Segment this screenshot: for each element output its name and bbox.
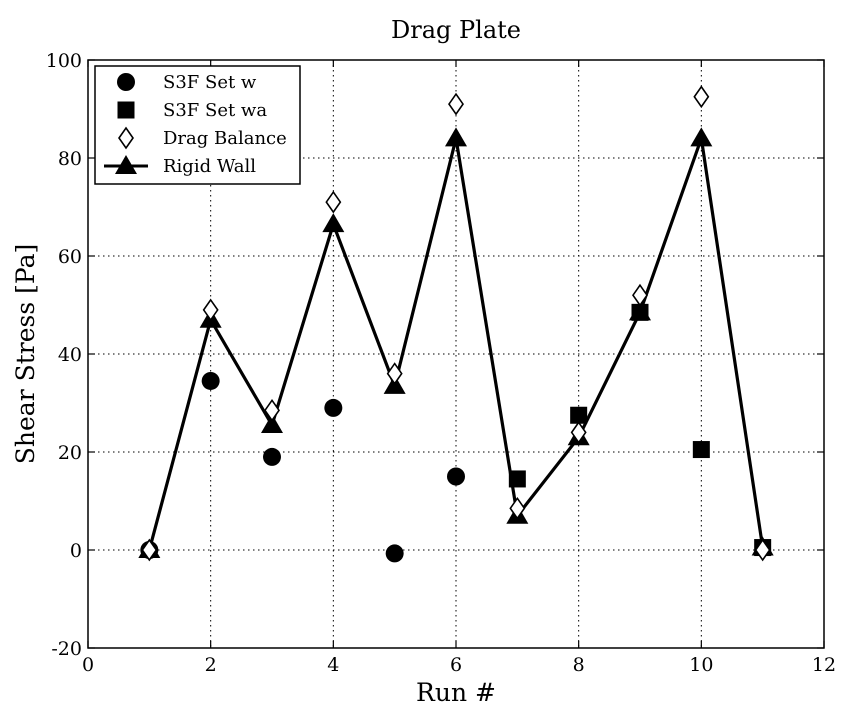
data-point [509,496,526,520]
series-drag-balance [141,85,771,562]
x-tick-label: 6 [450,654,462,676]
legend-marker [115,155,137,174]
x-tick-label: 8 [573,654,585,676]
data-point [445,127,467,147]
data-point [385,544,404,563]
legend-label: Rigid Wall [163,156,256,177]
legend-entry: S3F Set wa [117,100,267,121]
legend-entry: S3F Set w [117,72,257,93]
chart-title: Drag Plate [391,16,521,44]
legend-marker [117,101,135,119]
y-tick-label: 60 [58,246,82,268]
y-tick-label: 40 [58,344,82,366]
data-point [141,538,158,562]
data-point [690,127,713,147]
data-point [325,190,342,214]
data-point [692,441,710,459]
data-point [508,470,526,488]
legend: S3F Set w S3F Set wa Drag Balance Rigid Wal… [94,65,301,185]
legend-label: S3F Set wa [163,100,267,121]
data-point [263,447,281,466]
data-point [264,398,280,422]
data-point [201,371,220,390]
data-point [632,283,648,307]
data-point [322,213,345,233]
y-tick-label: 80 [58,148,82,170]
data-point [324,398,343,417]
data-point [570,406,588,424]
data-point [754,538,771,562]
data-point [386,362,403,385]
data-point [261,414,283,434]
legend-label: S3F Set w [163,72,257,93]
grid [88,60,824,648]
data-point [629,301,651,321]
data-point [570,421,587,444]
x-tick-label: 0 [82,654,94,676]
y-axis-label: Shear Stress [Pa] [11,244,40,464]
data-point [447,467,465,486]
series-rigid-wall [138,127,774,558]
plot-series [138,85,774,563]
legend-marker [118,126,134,150]
y-tick-label: 100 [46,50,82,72]
y-tick-label: 0 [70,540,82,562]
x-tick-label: 2 [205,654,217,676]
x-tick-label: 4 [327,654,339,676]
x-axis-label: Run # [416,678,496,707]
data-point [693,85,710,109]
legend-label: Drag Balance [163,128,287,149]
x-tick-label: 10 [689,654,713,676]
data-point [202,298,219,322]
x-tick-label: 12 [812,654,836,676]
data-point [448,92,464,116]
y-tick-label: 20 [58,442,82,464]
series-s3f-set-w [140,371,465,563]
legend-marker [117,73,135,91]
legend-entry: Drag Balance [118,126,287,150]
y-tick-label: -20 [51,638,82,660]
legend-entry: Rigid Wall [104,155,256,177]
